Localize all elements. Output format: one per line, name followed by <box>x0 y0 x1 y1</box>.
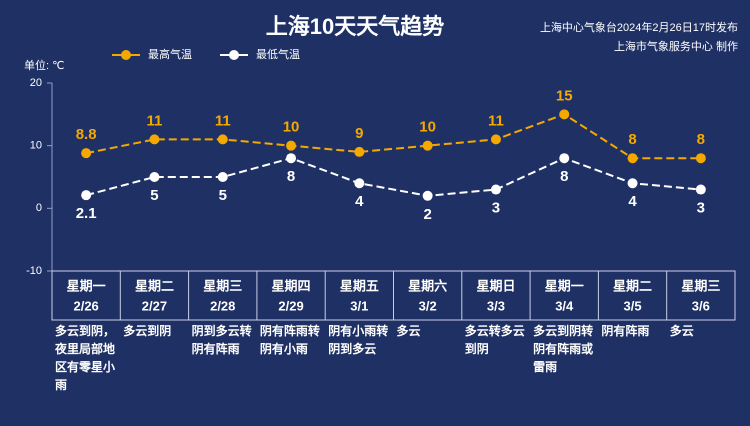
value-label: 5 <box>150 187 158 204</box>
point <box>422 140 433 151</box>
point <box>490 134 501 145</box>
value-label: 9 <box>355 125 363 142</box>
weekday: 星期二 <box>613 278 652 293</box>
weekday: 星期一 <box>545 278 584 293</box>
weekday: 星期六 <box>408 278 447 293</box>
date: 3/1 <box>350 298 368 313</box>
series-line <box>85 157 701 197</box>
source: 上海市气象服务中心 制作 <box>614 39 738 53</box>
point <box>695 184 706 195</box>
value-label: 11 <box>147 112 163 129</box>
chart-title: 上海10天天气趋势 <box>266 14 444 39</box>
weather-text: 多云到阴转阴有阵雨或雷雨 <box>533 324 594 374</box>
value-label: 2 <box>423 206 431 223</box>
value-label: 2.1 <box>76 205 97 222</box>
date: 2/28 <box>210 298 235 313</box>
weekday: 星期一 <box>67 278 106 293</box>
value-label: 5 <box>219 187 227 204</box>
weekday: 星期二 <box>135 278 174 293</box>
weather-text: 多云 <box>669 324 694 338</box>
legend-swatch <box>121 50 131 60</box>
weather-text: 多云转多云到阴 <box>464 324 525 356</box>
source: 上海中心气象台2024年2月26日17时发布 <box>540 20 738 34</box>
point <box>217 134 228 145</box>
value-label: 11 <box>215 112 231 129</box>
date: 3/2 <box>419 298 437 313</box>
point <box>490 184 501 195</box>
weekday: 星期三 <box>203 278 242 293</box>
point <box>149 172 160 182</box>
value-label: 4 <box>628 193 637 210</box>
weather-text: 阴到多云转阴有阵雨 <box>191 324 252 356</box>
weather-text: 多云到阴，夜里局部地区有零星小雨 <box>55 324 116 392</box>
point <box>354 146 365 157</box>
weather-text: 多云到阴 <box>123 324 172 338</box>
point <box>81 148 92 159</box>
value-label: 11 <box>488 112 504 129</box>
value-label: 4 <box>355 193 364 210</box>
weekday: 星期四 <box>272 278 311 293</box>
value-label: 8 <box>287 168 295 185</box>
weather-text: 阴有阵雨 <box>601 324 650 338</box>
point <box>149 134 160 145</box>
date: 3/6 <box>692 298 710 313</box>
point <box>286 140 297 151</box>
value-label: 15 <box>556 87 573 104</box>
value-label: 10 <box>419 119 436 136</box>
weekday: 星期五 <box>340 278 379 293</box>
point <box>354 178 365 189</box>
point <box>81 190 92 201</box>
weekday: 星期三 <box>681 278 720 293</box>
point <box>286 153 297 164</box>
series-line <box>85 113 701 160</box>
value-label: 8.8 <box>76 126 97 143</box>
y-axis-label: 单位: ℃ <box>24 58 64 72</box>
point <box>695 153 706 164</box>
value-label: 8 <box>697 131 705 148</box>
point <box>559 153 570 164</box>
date: 3/4 <box>555 298 574 313</box>
value-label: 8 <box>628 131 636 148</box>
point <box>217 172 228 182</box>
point <box>559 109 570 120</box>
y-tick-label: 20 <box>30 77 42 89</box>
weather-text: 阴有小雨转阴到多云 <box>328 324 389 356</box>
y-tick-label: -10 <box>26 265 42 277</box>
value-label: 3 <box>697 200 705 217</box>
legend-swatch <box>229 50 239 60</box>
date: 2/27 <box>142 298 167 313</box>
weather-text: 阴有阵雨转阴有小雨 <box>259 324 320 356</box>
weekday: 星期日 <box>476 278 515 293</box>
value-label: 8 <box>560 168 568 185</box>
date: 3/3 <box>487 298 505 313</box>
point <box>422 190 433 201</box>
date: 2/26 <box>73 298 98 313</box>
weather-text: 多云 <box>396 324 421 338</box>
legend-label: 最低气温 <box>256 47 300 61</box>
value-label: 10 <box>283 119 300 136</box>
legend-label: 最高气温 <box>148 47 192 61</box>
date: 3/5 <box>624 298 642 313</box>
point <box>627 178 638 189</box>
date: 2/29 <box>278 298 303 313</box>
y-tick-label: 0 <box>36 202 42 214</box>
point <box>627 153 638 164</box>
y-tick-label: 10 <box>30 140 42 152</box>
value-label: 3 <box>492 200 500 217</box>
